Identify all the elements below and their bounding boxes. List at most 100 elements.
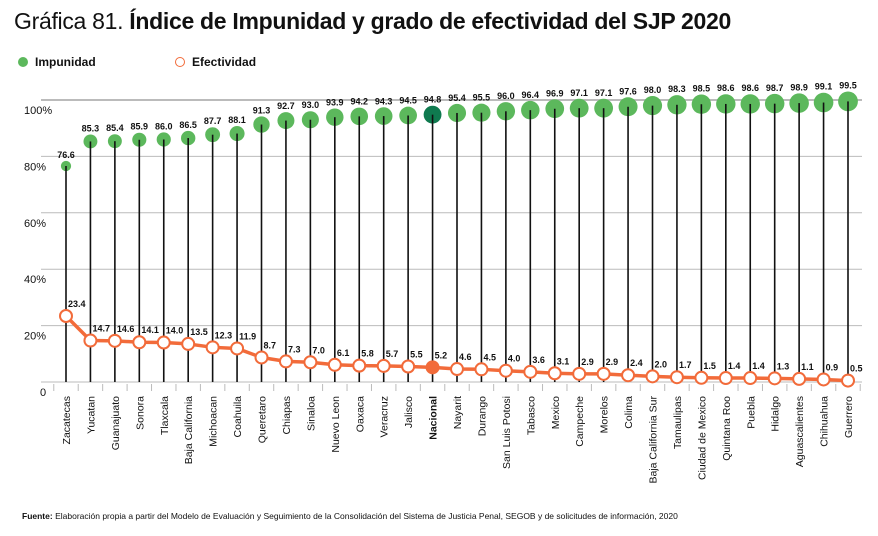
efectividad-point bbox=[645, 369, 660, 384]
efectividad-value-label: 13.5 bbox=[190, 327, 208, 337]
impunidad-value-label: 85.4 bbox=[106, 123, 124, 133]
impunidad-value-label: 98.6 bbox=[741, 83, 759, 93]
impunidad-value-label: 94.8 bbox=[424, 95, 442, 105]
efectividad-value-label: 5.8 bbox=[361, 349, 374, 359]
efectividad-point bbox=[547, 366, 562, 381]
impunidad-value-label: 93.0 bbox=[302, 100, 320, 110]
efectividad-point bbox=[230, 341, 245, 356]
efectividad-point bbox=[816, 372, 831, 387]
efectividad-point bbox=[278, 354, 293, 369]
efectividad-point bbox=[572, 366, 587, 381]
chart-title: Gráfica 81. Índice de Impunidad y grado … bbox=[14, 8, 731, 35]
category-label: Oaxaca bbox=[354, 396, 366, 432]
efectividad-value-label: 3.6 bbox=[532, 355, 545, 365]
efectividad-point bbox=[107, 333, 122, 348]
efectividad-value-label: 6.1 bbox=[337, 348, 350, 358]
efectividad-point bbox=[425, 360, 440, 375]
impunidad-value-label: 95.5 bbox=[473, 93, 491, 103]
impunidad-value-label: 86.0 bbox=[155, 121, 173, 131]
efectividad-point bbox=[767, 371, 782, 386]
efectividad-value-label: 23.4 bbox=[68, 299, 86, 309]
y-tick-label: 60% bbox=[24, 218, 46, 230]
category-label: Durango bbox=[476, 396, 488, 436]
efectividad-point bbox=[694, 370, 709, 385]
category-label: Queretaro bbox=[257, 396, 269, 443]
legend-item-impunidad: Impunidad bbox=[18, 55, 96, 69]
efectividad-point bbox=[132, 335, 147, 350]
legend-label-impunidad: Impunidad bbox=[35, 55, 96, 69]
efectividad-value-label: 1.3 bbox=[777, 361, 790, 371]
efectividad-point bbox=[792, 371, 807, 386]
efectividad-point bbox=[254, 350, 269, 365]
category-label: Yucatan bbox=[85, 396, 97, 434]
efectividad-value-label: 5.2 bbox=[435, 350, 448, 360]
efectividad-value-label: 14.1 bbox=[141, 325, 159, 335]
efectividad-value-label: 14.7 bbox=[92, 324, 110, 334]
efectividad-point bbox=[156, 335, 171, 350]
efectividad-value-label: 7.3 bbox=[288, 344, 301, 354]
impunidad-value-label: 91.3 bbox=[253, 105, 271, 115]
category-label: Veracruz bbox=[379, 396, 391, 437]
efectividad-value-label: 2.0 bbox=[655, 359, 668, 369]
impunidad-value-label: 96.0 bbox=[497, 91, 515, 101]
efectividad-point bbox=[181, 336, 196, 351]
efectividad-point bbox=[83, 333, 98, 348]
chart-title-main: Índice de Impunidad y grado de efectivid… bbox=[129, 8, 732, 34]
category-label: Baja California bbox=[183, 396, 195, 464]
y-tick-label: 40% bbox=[24, 274, 46, 286]
impunidad-value-label: 99.1 bbox=[815, 82, 833, 92]
category-label: Campeche bbox=[574, 396, 586, 447]
efectividad-value-label: 1.5 bbox=[703, 361, 716, 371]
category-label: Tlaxcala bbox=[159, 396, 171, 435]
source-note: Fuente: Elaboración propia a partir del … bbox=[22, 511, 678, 521]
legend-label-efectividad: Efectividad bbox=[192, 55, 257, 69]
category-label: Ciudad de Mexico bbox=[696, 396, 708, 480]
category-label: Sinaloa bbox=[305, 396, 317, 431]
y-tick-label: 80% bbox=[24, 161, 46, 173]
category-label: Mexico bbox=[550, 396, 562, 429]
category-label: Guerrero bbox=[843, 396, 855, 438]
efectividad-point bbox=[596, 366, 611, 381]
category-label: Hidalgo bbox=[770, 396, 782, 432]
impunidad-value-label: 96.4 bbox=[522, 90, 540, 100]
efectividad-point bbox=[450, 362, 464, 377]
impunidad-value-label: 88.1 bbox=[228, 115, 246, 125]
category-label: Tabasco bbox=[525, 396, 537, 435]
efectividad-value-label: 2.4 bbox=[630, 358, 643, 368]
y-tick-label: 100% bbox=[24, 105, 52, 117]
category-label: Guanajuato bbox=[110, 396, 122, 450]
efectividad-point bbox=[621, 368, 636, 383]
category-label: Chiapas bbox=[281, 396, 293, 435]
category-label: San Luis Potosi bbox=[501, 396, 513, 469]
source-text: Elaboración propia a partir del Modelo d… bbox=[55, 511, 678, 521]
efectividad-value-label: 5.5 bbox=[410, 349, 423, 359]
efectividad-point bbox=[523, 364, 538, 379]
impunidad-value-label: 94.2 bbox=[350, 97, 368, 107]
y-tick-label: 0 bbox=[40, 387, 46, 399]
efectividad-point bbox=[474, 362, 489, 377]
impunidad-value-label: 97.1 bbox=[570, 88, 588, 98]
impunidad-value-label: 87.7 bbox=[204, 116, 222, 126]
efectividad-value-label: 8.7 bbox=[264, 340, 277, 350]
category-label: Michoacan bbox=[208, 396, 220, 447]
impunidad-value-label: 98.5 bbox=[693, 84, 711, 94]
category-label: Colima bbox=[623, 396, 635, 429]
efectividad-value-label: 1.4 bbox=[728, 361, 741, 371]
efectividad-value-label: 1.7 bbox=[679, 360, 692, 370]
efectividad-point bbox=[498, 363, 513, 378]
chart-title-prefix: Gráfica 81. bbox=[14, 8, 124, 34]
category-label: Nacional bbox=[428, 396, 440, 440]
impunidad-value-label: 92.7 bbox=[277, 101, 295, 111]
category-label: Sonora bbox=[134, 396, 146, 430]
category-label: Puebla bbox=[745, 396, 757, 429]
efectividad-value-label: 4.5 bbox=[483, 352, 496, 362]
impunidad-value-label: 97.1 bbox=[595, 88, 613, 98]
efectividad-value-label: 11.9 bbox=[239, 331, 256, 341]
impunidad-value-label: 76.6 bbox=[57, 150, 75, 160]
efectividad-value-label: 4.6 bbox=[459, 352, 472, 362]
category-label: Chihuahua bbox=[819, 396, 831, 447]
impunidad-value-label: 93.9 bbox=[326, 97, 344, 107]
legend-filled-circle-icon bbox=[18, 57, 28, 67]
impunidad-value-label: 98.9 bbox=[790, 82, 808, 92]
